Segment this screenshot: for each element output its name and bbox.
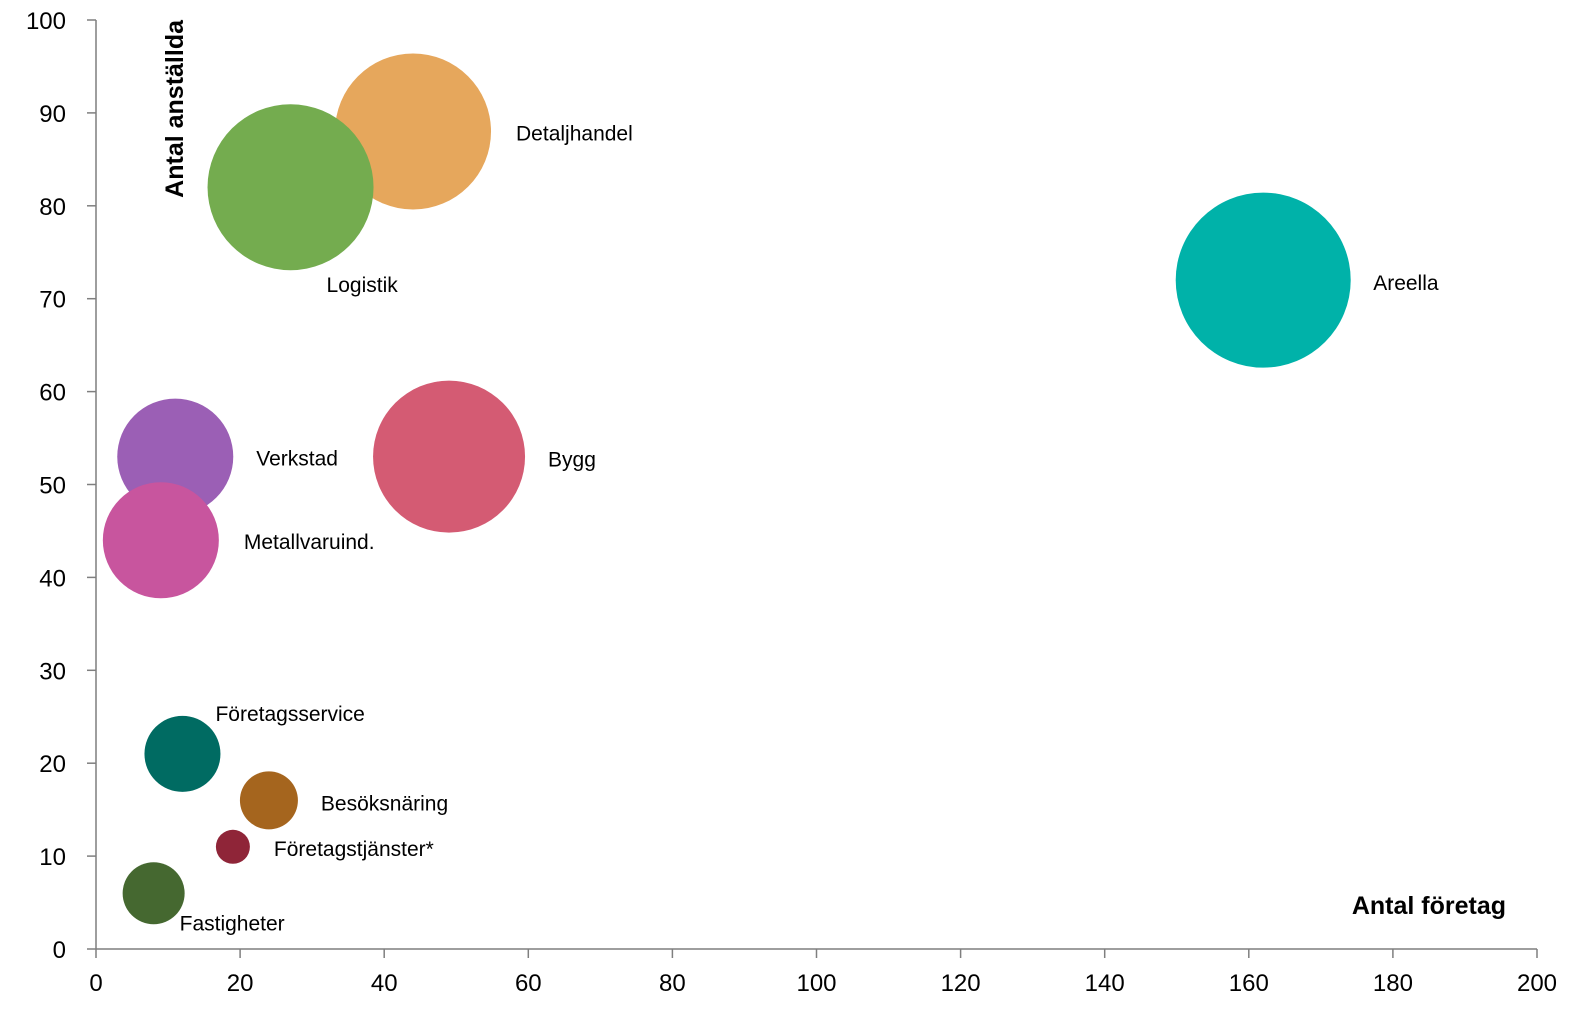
y-axis-title: Antal anställda [161,19,189,198]
bubble-label-företagsservice: Företagsservice [215,703,364,726]
bubble-företagstjänster [215,829,250,864]
y-tick-label: 90 [39,101,66,128]
bubble-label-bygg: Bygg [548,449,596,472]
ticks-layer: 0 10 20 30 40 50 60 70 80 90 100 0 20 40 60 80 100 120 140… [26,8,1557,997]
bubble-label-företagstjänster: Företagstjänster* [274,838,434,861]
y-tick-label: 60 [39,380,66,407]
bubble-label-detaljhandel: Detaljhandel [516,122,633,145]
y-tick-label: 10 [39,844,66,871]
bubble-label-metallvaruind: Metallvaruind. [244,531,375,554]
x-tick-label: 100 [796,970,836,997]
y-tick-label: 20 [39,751,66,778]
bubble-label-besöksnäring: Besöksnäring [321,792,448,815]
y-tick-label: 80 [39,194,66,221]
y-tick-label: 70 [39,287,66,314]
x-tick-label: 0 [89,970,102,997]
bubble-bygg [373,380,526,533]
bubble-areella [1175,192,1351,368]
x-tick-label: 120 [941,970,981,997]
y-tick-label: 100 [26,8,66,35]
bubble-besöksnäring [239,771,298,830]
x-tick-label: 200 [1517,970,1557,997]
y-tick-label: 40 [39,565,66,592]
x-tick-label: 20 [227,970,254,997]
bubble-label-logistik: Logistik [327,274,399,297]
bubble-logistik [207,104,374,271]
bubble-fastigheter [122,862,185,925]
bubble-label-verkstad: Verkstad [256,448,338,471]
bubble-labels-layer: Areella Detaljhandel Logistik Bygg Verkstad M… [180,122,1439,935]
bubbles-layer [102,53,1351,925]
bubble-label-areella: Areella [1373,272,1439,295]
x-tick-label: 180 [1373,970,1413,997]
bubble-företagsservice [144,715,221,792]
y-tick-label: 0 [53,937,66,964]
bubble-metallvaruind [102,482,219,599]
y-tick-label: 50 [39,473,66,500]
x-tick-label: 140 [1085,970,1125,997]
x-tick-label: 160 [1229,970,1269,997]
bubble-detaljhandel [335,53,492,210]
bubble-label-fastigheter: Fastigheter [180,912,285,935]
x-tick-label: 80 [659,970,686,997]
x-tick-label: 40 [371,970,398,997]
x-tick-label: 60 [515,970,542,997]
y-tick-label: 30 [39,658,66,685]
x-axis-title: Antal företag [1352,892,1506,920]
